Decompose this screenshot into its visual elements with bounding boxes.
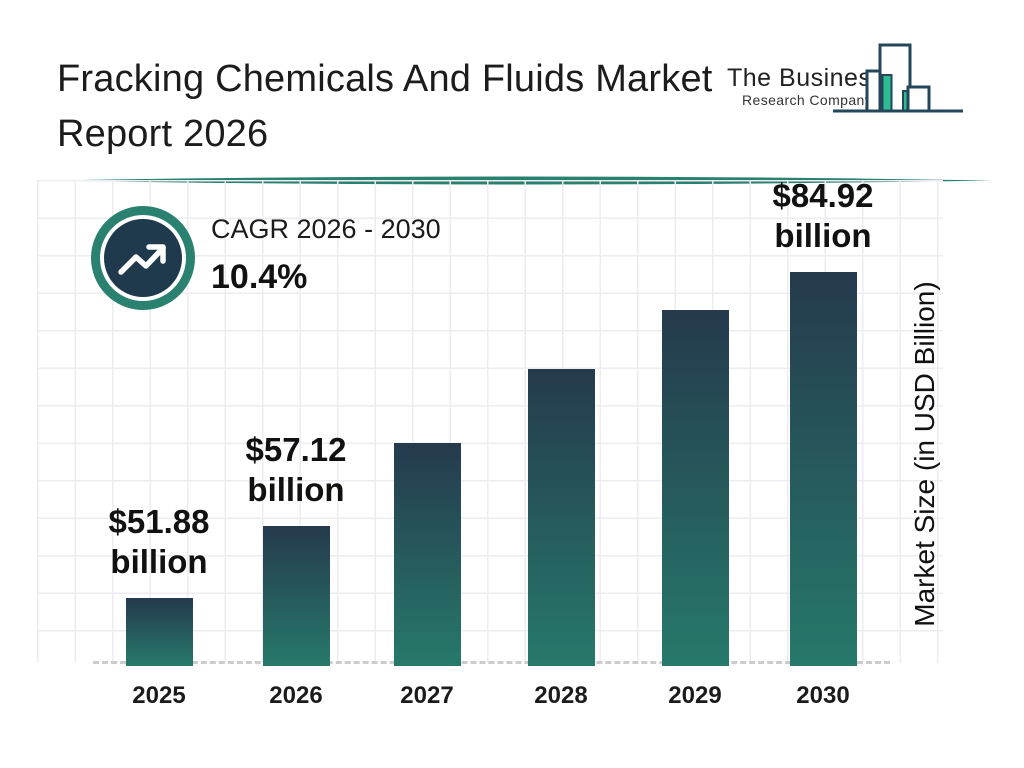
- x-tick-2025: 2025: [132, 682, 186, 709]
- x-axis-baseline: [93, 661, 890, 664]
- logo-name: The Business: [727, 64, 885, 92]
- value-label-2025: $51.88 billion: [108, 503, 210, 580]
- page-title: Fracking Chemicals And Fluids Market Rep…: [57, 52, 713, 162]
- x-tick-2030: 2030: [796, 682, 850, 709]
- x-tick-2029: 2029: [668, 682, 722, 709]
- bar-2029: [661, 310, 729, 666]
- bar-2030: [789, 272, 857, 666]
- value-label-2030: $84.92 billion: [772, 177, 874, 254]
- logo-subname: Research Company: [742, 92, 873, 108]
- bar-2027: [393, 443, 461, 666]
- x-tick-2028: 2028: [534, 682, 588, 709]
- x-tick-2026: 2026: [269, 682, 323, 709]
- bar-2025: [125, 598, 193, 666]
- x-tick-2027: 2027: [400, 682, 454, 709]
- value-label-2026: $57.12 billion: [245, 431, 347, 508]
- title-line-1: Fracking Chemicals And Fluids Market: [57, 58, 713, 100]
- cagr-value: 10.4%: [211, 258, 308, 296]
- title-line-2: Report 2026: [57, 113, 269, 155]
- bar-chart-buildings-icon: [833, 43, 963, 113]
- y-axis-label: Market Size (in USD Billion): [909, 281, 940, 627]
- bar-2028: [527, 369, 595, 666]
- bar-2026: [262, 526, 330, 666]
- trend-up-icon: [104, 219, 182, 297]
- company-logo: The Business Research Company: [720, 38, 980, 128]
- cagr-label: CAGR 2026 - 2030: [211, 214, 441, 244]
- cagr-badge: [91, 206, 195, 310]
